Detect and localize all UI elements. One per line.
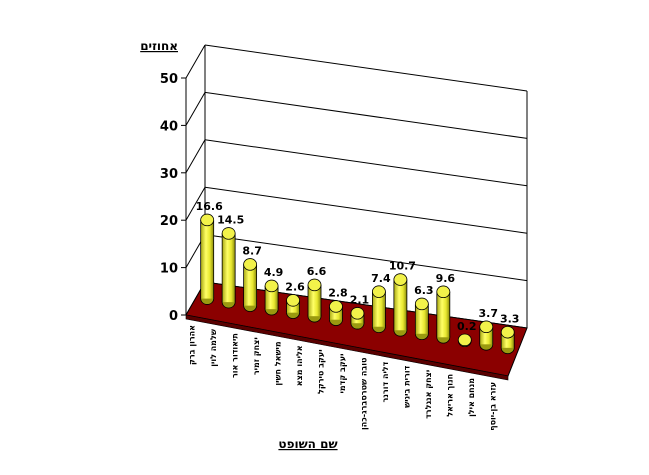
bar-top — [286, 294, 300, 307]
data-label: 2.8 — [328, 287, 348, 300]
category-label: תיאודור אור — [231, 333, 240, 378]
bar — [307, 278, 322, 323]
data-label: 4.9 — [264, 266, 284, 279]
bar-top — [307, 278, 322, 292]
y-tick-label: 10 — [160, 262, 178, 277]
category-label: חנוך אריאל — [445, 374, 454, 417]
bar — [350, 307, 365, 330]
bar — [372, 285, 386, 333]
data-label: 7.4 — [371, 272, 391, 285]
y-tick-label: 50 — [160, 72, 178, 87]
category-label: דליה דורנר — [381, 361, 390, 402]
bar — [479, 320, 494, 351]
category-label: טובה שטרסברג-כהן — [359, 358, 368, 430]
bar — [286, 294, 300, 319]
bar-top — [414, 297, 429, 311]
bar-body — [243, 264, 257, 306]
bar-top — [393, 273, 408, 286]
category-label: מנחם אילן — [467, 378, 476, 417]
bar-body — [222, 233, 236, 303]
gridline-back — [204, 91, 528, 139]
y-axis-title: אחוזים — [140, 39, 178, 53]
category-label: דורית ביניש — [402, 365, 411, 407]
data-label: 9.6 — [436, 272, 456, 285]
bar-top — [500, 325, 515, 339]
bar-top — [329, 300, 343, 313]
category-label: שלמה לוין — [209, 329, 218, 367]
bar-top — [436, 285, 451, 299]
gridline-side — [185, 44, 206, 79]
data-label: 16.6 — [196, 200, 223, 213]
gridline-side — [185, 139, 206, 174]
category-label: אהרון ברק — [188, 325, 197, 365]
data-label: 6.3 — [414, 284, 434, 297]
data-label: 0.2 — [457, 320, 477, 333]
gridline-back — [204, 44, 528, 92]
bar-body — [393, 279, 407, 331]
data-label: 2.6 — [285, 281, 305, 294]
bar — [329, 300, 343, 326]
bar — [457, 333, 472, 348]
bar — [500, 325, 515, 355]
bar — [436, 285, 451, 344]
category-label: יעקב טירקל — [317, 349, 326, 394]
y-tick-label: 0 — [169, 309, 178, 324]
gridline-side — [185, 186, 206, 221]
bar-top — [457, 333, 472, 347]
y-tick-label: 40 — [160, 119, 178, 134]
gridline-side — [185, 92, 206, 126]
gridline-back — [204, 234, 528, 282]
bar-top — [264, 279, 279, 293]
data-label: 14.5 — [217, 214, 244, 227]
category-label: אליהו מצא — [295, 345, 304, 386]
data-label: 6.6 — [307, 265, 327, 278]
bar-body — [200, 219, 214, 299]
data-label: 8.7 — [242, 245, 262, 258]
bar — [393, 273, 408, 337]
bars — [200, 213, 515, 355]
bar-body — [415, 303, 429, 334]
bar — [200, 213, 215, 305]
bar — [264, 279, 279, 316]
data-label: 2.1 — [350, 293, 370, 306]
data-label: 3.7 — [479, 307, 499, 320]
bar-body — [308, 284, 322, 317]
category-label: יעקב קדמי — [338, 354, 347, 394]
gridline-back — [204, 139, 528, 187]
bar-top — [243, 258, 258, 271]
data-label: 3.3 — [500, 312, 520, 325]
y-tick-label: 20 — [160, 214, 178, 229]
data-label: 10.7 — [389, 260, 416, 273]
bar-top — [372, 285, 386, 298]
bar-top — [221, 227, 236, 240]
bar — [414, 297, 429, 341]
category-label: יצחק אנגלרד — [424, 370, 433, 419]
labels: 0 10 20 30 40 50 16.6 אהרון ברק 14.5 שלמה לוין 8.7… — [160, 72, 520, 431]
category-label: עזרא בן-יוסף — [488, 382, 497, 431]
bar-top — [350, 307, 365, 320]
bar — [221, 227, 236, 309]
category-label: מישאל חשין — [274, 341, 283, 386]
floor-front-edge — [185, 314, 509, 381]
category-label: יצחק זמיר — [252, 337, 261, 375]
bar — [243, 258, 258, 312]
gridline-back — [204, 186, 528, 234]
bar-body — [436, 291, 450, 338]
bar-top — [200, 213, 215, 227]
y-tick-label: 30 — [160, 167, 178, 182]
bar-body — [372, 291, 386, 327]
bar-top — [479, 320, 494, 334]
bar-body — [265, 285, 279, 310]
x-axis-title: שם השופט — [278, 437, 337, 451]
